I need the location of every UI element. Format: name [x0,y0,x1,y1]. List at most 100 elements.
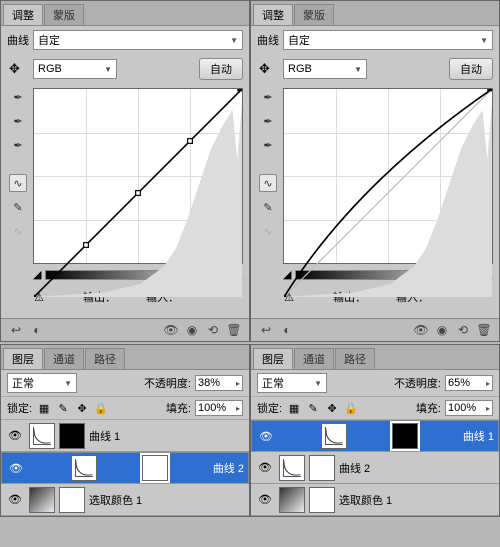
clip-icon[interactable]: ◐ [278,322,296,338]
view-icon[interactable]: 👁 [412,322,430,338]
channel-select[interactable]: RGB▼ [33,59,117,79]
layers-panel: 图层 通道 路径 正常▼ 不透明度: 38%▸ 锁定: ▦ ✎ ✥ 🔒 填充: … [0,344,250,517]
right-column: 调整 蒙版 曲线 自定▼ ✥ RGB▼ 自动 ✒ ✒ ✒ ∿ ✎ ∿ [250,0,500,547]
clip-icon[interactable]: ◐ [28,322,46,338]
visibility-icon[interactable]: 👁 [256,426,276,446]
mask-thumb[interactable] [142,455,168,481]
tab-adjustments[interactable]: 调整 [3,4,43,25]
eyedropper-white-icon[interactable]: ✒ [9,136,27,154]
layer-thumb[interactable] [29,487,55,513]
eyedropper-white-icon[interactable]: ✒ [259,136,277,154]
opacity-input[interactable]: 65%▸ [445,375,493,391]
lock-move-icon[interactable]: ✥ [74,400,90,416]
adj-tabs: 调整 蒙版 [1,1,249,26]
pencil-icon[interactable]: ✎ [9,198,27,216]
visibility-icon[interactable]: 👁 [255,458,275,478]
auto-button[interactable]: 自动 [199,58,243,80]
baseline [284,89,492,297]
prev-icon[interactable]: ◉ [183,322,201,338]
curve-point-icon[interactable]: ∿ [259,174,277,192]
mask-thumb[interactable] [309,455,335,481]
curves-graph[interactable] [283,88,493,264]
preset-select[interactable]: 自定▼ [33,30,243,50]
layer-name[interactable]: 曲线 1 [463,428,494,444]
tab-masks[interactable]: 蒙版 [294,4,334,25]
layer-item[interactable]: 👁 曲线 2 [251,452,499,484]
layer-name[interactable]: 曲线 1 [89,428,120,444]
view-icon[interactable]: 👁 [162,322,180,338]
eyedropper-black-icon[interactable]: ✒ [259,88,277,106]
mask-thumb[interactable] [59,423,85,449]
return-icon[interactable]: ↩ [7,322,25,338]
layer-item[interactable]: 👁 曲线 1 [1,420,249,452]
preset-select[interactable]: 自定▼ [283,30,493,50]
fill-input[interactable]: 100%▸ [195,400,243,416]
tab-layers[interactable]: 图层 [3,348,43,369]
tab-paths[interactable]: 路径 [335,348,375,369]
lock-move-icon[interactable]: ✥ [324,400,340,416]
hand-icon[interactable]: ✥ [9,61,20,77]
curves-label: 曲线 [257,32,279,48]
opacity-label: 不透明度: [144,375,191,391]
layer-thumb[interactable] [29,423,55,449]
layer-name[interactable]: 选取颜色 1 [89,492,142,508]
layer-item[interactable]: 👁 曲线 2 [1,452,249,484]
layer-name[interactable]: 曲线 2 [213,460,244,476]
reset-icon[interactable]: ⟲ [454,322,472,338]
opacity-label: 不透明度: [394,375,441,391]
curves-graph[interactable] [33,88,243,264]
layer-thumb[interactable] [279,455,305,481]
lock-paint-icon[interactable]: ✎ [305,400,321,416]
channel-select[interactable]: RGB▼ [283,59,367,79]
smooth-icon[interactable]: ∿ [9,222,27,240]
smooth-icon[interactable]: ∿ [259,222,277,240]
lock-label: 锁定: [257,400,282,416]
lock-trans-icon[interactable]: ▦ [286,400,302,416]
curves-label: 曲线 [7,32,29,48]
fill-input[interactable]: 100%▸ [445,400,493,416]
layer-item[interactable]: 👁 选取颜色 1 [1,484,249,516]
layer-name[interactable]: 曲线 2 [339,460,370,476]
auto-button[interactable]: 自动 [449,58,493,80]
mask-thumb[interactable] [309,487,335,513]
layer-item[interactable]: 👁 曲线 1 [251,420,499,452]
tab-channels[interactable]: 通道 [294,348,334,369]
tab-adjustments[interactable]: 调整 [253,4,293,25]
opacity-input[interactable]: 38%▸ [195,375,243,391]
trash-icon[interactable]: 🗑 [475,322,493,338]
mask-thumb[interactable] [59,487,85,513]
visibility-icon[interactable]: 👁 [255,490,275,510]
blend-mode-select[interactable]: 正常▼ [7,373,77,393]
blend-mode-select[interactable]: 正常▼ [257,373,327,393]
layer-item[interactable]: 👁 选取颜色 1 [251,484,499,516]
hand-icon[interactable]: ✥ [259,61,270,77]
visibility-icon[interactable]: 👁 [6,458,26,478]
curve-point-icon[interactable]: ∿ [9,174,27,192]
tab-paths[interactable]: 路径 [85,348,125,369]
tab-channels[interactable]: 通道 [44,348,84,369]
eyedropper-black-icon[interactable]: ✒ [9,88,27,106]
layer-thumb[interactable] [321,423,347,449]
tab-layers[interactable]: 图层 [253,348,293,369]
layer-thumb[interactable] [279,487,305,513]
eyedropper-gray-icon[interactable]: ✒ [9,112,27,130]
tab-masks[interactable]: 蒙版 [44,4,84,25]
layer-thumb[interactable] [71,455,97,481]
lock-paint-icon[interactable]: ✎ [55,400,71,416]
adjustments-panel: 调整 蒙版 曲线 自定▼ ✥ RGB▼ 自动 ✒ ✒ ✒ ∿ ✎ ∿ [0,0,250,342]
lock-trans-icon[interactable]: ▦ [36,400,52,416]
trash-icon[interactable]: 🗑 [225,322,243,338]
visibility-icon[interactable]: 👁 [5,490,25,510]
mask-thumb[interactable] [392,423,418,449]
left-column: 调整 蒙版 曲线 自定▼ ✥ RGB▼ 自动 ✒ ✒ ✒ ∿ ✎ ∿ [0,0,250,547]
lock-all-icon[interactable]: 🔒 [93,400,109,416]
lock-all-icon[interactable]: 🔒 [343,400,359,416]
pencil-icon[interactable]: ✎ [259,198,277,216]
layer-name[interactable]: 选取颜色 1 [339,492,392,508]
fill-label: 填充: [166,400,191,416]
visibility-icon[interactable]: 👁 [5,426,25,446]
prev-icon[interactable]: ◉ [433,322,451,338]
reset-icon[interactable]: ⟲ [204,322,222,338]
return-icon[interactable]: ↩ [257,322,275,338]
eyedropper-gray-icon[interactable]: ✒ [259,112,277,130]
